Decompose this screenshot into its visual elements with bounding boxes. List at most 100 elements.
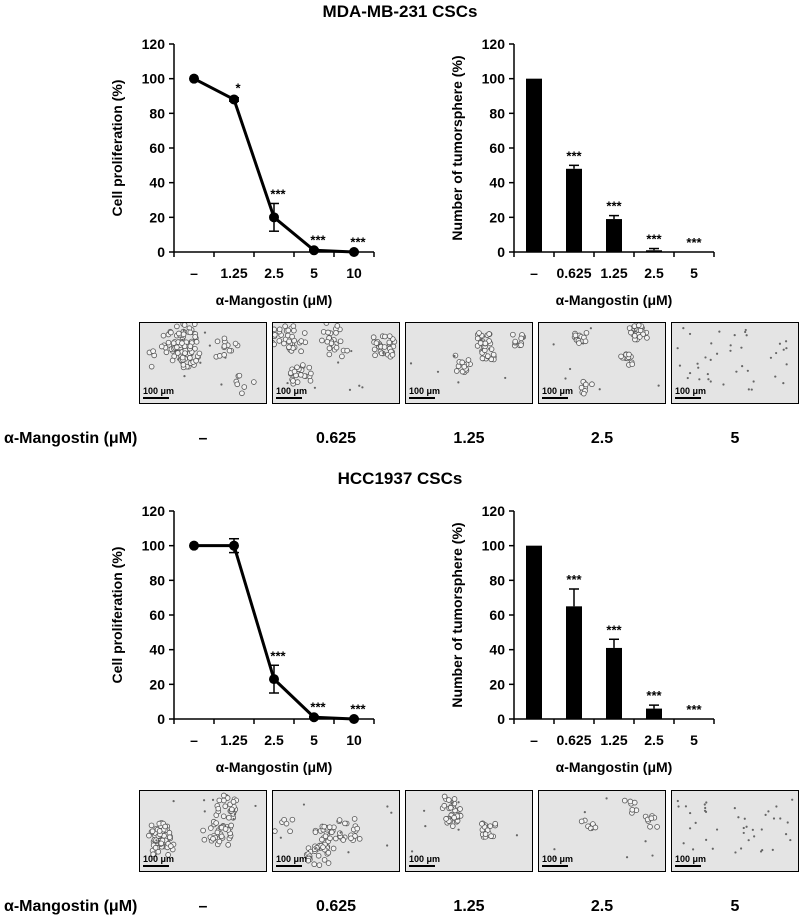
- y-tick-label: 120: [482, 36, 506, 52]
- data-point: [189, 73, 199, 84]
- tumorsphere-chart-mda: 0 20 40 60 80 100 120 – 0.625 1.25 2.5 5 α-Mangostin…: [449, 36, 715, 308]
- y-axis-label: Number of tumorsphere (%): [449, 522, 465, 707]
- x-axis-label: α-Mangostin (μM): [216, 759, 333, 775]
- x-tick-label: –: [190, 265, 198, 281]
- concentration-label: 5: [730, 430, 740, 447]
- concentration-label: 1.25: [453, 898, 485, 915]
- section-title: HCC1937 CSCs: [337, 469, 463, 488]
- x-tick-label: –: [190, 732, 198, 748]
- y-tick-label: 120: [142, 36, 166, 52]
- significance-label: ***: [606, 199, 622, 214]
- bar: [526, 78, 542, 252]
- concentration-label: –: [198, 430, 208, 447]
- micrograph: 100 μm: [405, 790, 533, 872]
- bar: [566, 606, 582, 719]
- y-tick-label: 40: [489, 175, 505, 191]
- bar: [646, 708, 662, 719]
- x-axis-label: α-Mangostin (μM): [556, 759, 673, 775]
- y-tick-label: 40: [149, 642, 165, 658]
- y-tick-label: 60: [149, 140, 165, 156]
- y-tick-label: 0: [157, 711, 165, 727]
- concentration-label: 0.625: [315, 898, 357, 915]
- significance-label: ***: [310, 232, 326, 247]
- y-tick-label: 120: [142, 503, 166, 519]
- y-tick-label: 80: [489, 105, 505, 121]
- x-axis-label: α-Mangostin (μM): [556, 292, 673, 308]
- micrograph: 100 μm: [538, 322, 666, 404]
- micrograph-row: 100 μm 100 μm 100 μm 100 μm 100 μm: [139, 790, 800, 872]
- cell-proliferation-chart-hcc: 0 20 40 60 80 100 120 – 1.25 2.5 5 10 α-Mangostin (μ…: [109, 503, 375, 775]
- concentration-row: α-Mangostin (μM) – 0.625 1.25 2.5 5: [0, 430, 800, 452]
- y-tick-label: 0: [157, 244, 165, 260]
- significance-label: ***: [686, 235, 702, 250]
- section-title: MDA-MB-231 CSCs: [322, 2, 478, 21]
- y-tick-label: 0: [497, 711, 505, 727]
- y-axis-label: Cell proliferation (%): [109, 80, 125, 217]
- concentration-label: –: [198, 898, 208, 915]
- x-tick-label: 2.5: [264, 265, 284, 281]
- scale-bar: 100 μm: [542, 855, 573, 867]
- x-tick-label: 1.25: [220, 265, 247, 281]
- concentration-label: 2.5: [590, 430, 614, 447]
- x-tick-label: –: [530, 732, 538, 748]
- y-axis-label: Number of tumorsphere (%): [449, 55, 465, 240]
- bar: [646, 250, 662, 252]
- x-tick-label: 5: [310, 732, 318, 748]
- micrograph: 100 μm: [139, 322, 267, 404]
- concentration-label: 0.625: [315, 430, 357, 447]
- micrograph: 100 μm: [405, 322, 533, 404]
- y-tick-label: 60: [489, 140, 505, 156]
- significance-label: ***: [310, 699, 326, 714]
- data-point: [189, 540, 199, 551]
- concentration-label: 5: [730, 898, 740, 915]
- x-tick-label: 10: [346, 732, 362, 748]
- significance-label: ***: [566, 572, 582, 587]
- y-tick-label: 0: [497, 244, 505, 260]
- x-tick-label: –: [530, 265, 538, 281]
- y-axis-label: Cell proliferation (%): [109, 547, 125, 684]
- concentration-row-label: α-Mangostin (μM): [4, 898, 138, 915]
- significance-label: ***: [566, 148, 582, 163]
- bar: [606, 647, 622, 719]
- micrograph: 100 μm: [272, 790, 400, 872]
- y-tick-label: 100: [482, 71, 506, 87]
- y-tick-label: 40: [149, 175, 165, 191]
- tumorsphere-chart-hcc: 0 20 40 60 80 100 120 – 0.625 1.25 2.5 5 α-Mangostin…: [449, 503, 715, 775]
- y-tick-label: 80: [149, 572, 165, 588]
- x-tick-label: 10: [346, 265, 362, 281]
- significance-label: ***: [350, 701, 366, 716]
- y-tick-label: 100: [142, 71, 166, 87]
- micrograph: 100 μm: [139, 790, 267, 872]
- x-tick-label: 0.625: [556, 265, 591, 281]
- scale-bar: 100 μm: [143, 387, 174, 399]
- significance-label: *: [235, 81, 241, 96]
- x-tick-label: 1.25: [600, 732, 627, 748]
- cell-proliferation-chart-mda: 0 20 40 60 80 100 120 – 1.25 2.5 5 10 α-Mangostin (μ…: [109, 36, 375, 308]
- y-tick-label: 60: [489, 607, 505, 623]
- bar: [606, 219, 622, 252]
- x-tick-label: 5: [310, 265, 318, 281]
- concentration-row: α-Mangostin (μM) – 0.625 1.25 2.5 5: [0, 898, 800, 920]
- x-tick-label: 5: [690, 732, 698, 748]
- x-tick-label: 2.5: [264, 732, 284, 748]
- significance-label: ***: [646, 688, 662, 703]
- y-tick-label: 60: [149, 607, 165, 623]
- micrograph: 100 μm: [272, 322, 400, 404]
- significance-label: ***: [646, 232, 662, 247]
- y-tick-label: 40: [489, 642, 505, 658]
- concentration-row-label: α-Mangostin (μM): [4, 430, 138, 447]
- scale-bar: 100 μm: [409, 855, 440, 867]
- micrograph: 100 μm: [671, 790, 799, 872]
- significance-label: ***: [606, 622, 622, 637]
- scale-bar: 100 μm: [675, 387, 706, 399]
- y-tick-label: 20: [489, 676, 505, 692]
- x-tick-label: 0.625: [556, 732, 591, 748]
- y-tick-label: 120: [482, 503, 506, 519]
- x-tick-label: 1.25: [220, 732, 247, 748]
- y-tick-label: 100: [482, 538, 506, 554]
- bar: [526, 545, 542, 719]
- scale-bar: 100 μm: [276, 855, 307, 867]
- scale-bar: 100 μm: [542, 387, 573, 399]
- scale-bar: 100 μm: [675, 855, 706, 867]
- y-tick-label: 20: [149, 676, 165, 692]
